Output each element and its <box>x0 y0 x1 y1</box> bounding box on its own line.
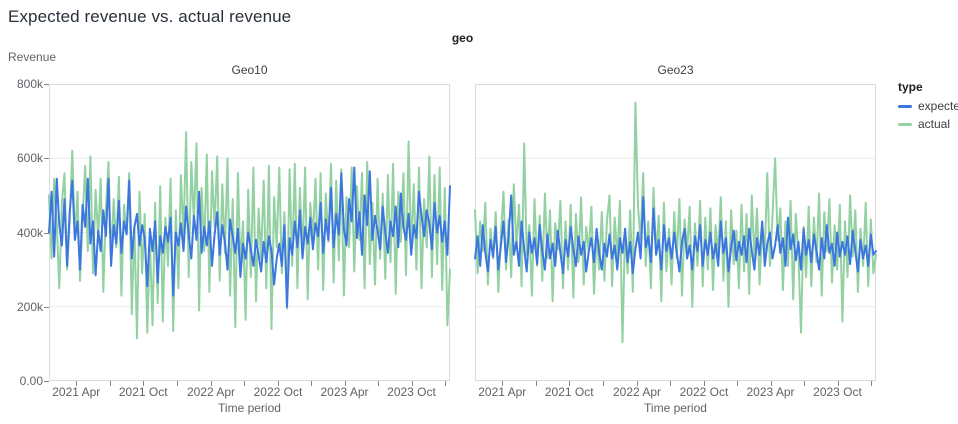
legend: type expected actual <box>898 80 958 131</box>
x-tick-label: 2022 Apr <box>612 385 662 399</box>
y-tick-label: 800k <box>16 77 43 91</box>
x-tick-label: 2022 Oct <box>679 385 729 399</box>
x-axis-title-geo10: Time period <box>218 401 281 415</box>
plot-panel-geo23 <box>474 84 877 386</box>
x-tick-label: 2021 Apr <box>52 385 101 399</box>
page-title: Expected revenue vs. actual revenue <box>8 7 292 26</box>
x-tick-label: 2022 Apr <box>186 385 236 399</box>
x-tick-label: 2023 Oct <box>813 385 862 399</box>
legend-item-label: expected <box>918 99 958 113</box>
facet-title-geo23: Geo23 <box>657 63 694 77</box>
expected-line <box>474 194 877 275</box>
y-tick-label: 200k <box>16 299 43 314</box>
y-tick-label: 600k <box>16 151 43 166</box>
x-tick-label: 2023 Apr <box>746 385 795 399</box>
y-axis-title: Revenue <box>8 50 57 64</box>
plot-panel-geo10 <box>44 84 451 386</box>
actual-line <box>474 101 877 343</box>
facet-plot-svg <box>474 84 877 386</box>
x-tick-label: 2021 Oct <box>118 385 168 399</box>
legend-item-actual[interactable]: actual <box>898 117 958 131</box>
expected-line-swatch <box>898 104 912 108</box>
facet-plot-svg <box>44 84 451 386</box>
legend-item-label: actual <box>918 117 951 131</box>
legend-item-expected[interactable]: expected <box>898 99 958 113</box>
x-tick-label: 2023 Oct <box>387 385 436 399</box>
y-tick-label: 400k <box>16 225 43 240</box>
x-tick-label: 2021 Oct <box>544 385 594 399</box>
expected-line <box>48 166 451 308</box>
x-axis-title-geo23: Time period <box>644 401 707 415</box>
facet-field-label: geo <box>451 31 474 45</box>
facet-title-geo10: Geo10 <box>231 63 268 77</box>
x-tick-label: 2022 Oct <box>253 385 303 399</box>
y-axis-tick-labels: 800k 600k 400k 200k 0.00 <box>0 0 43 424</box>
x-tick-label: 2021 Apr <box>478 385 527 399</box>
actual-line-swatch <box>898 122 912 126</box>
y-tick-label: 0.00 <box>19 374 43 388</box>
x-tick-label: 2023 Apr <box>320 385 369 399</box>
legend-title: type <box>898 80 923 94</box>
